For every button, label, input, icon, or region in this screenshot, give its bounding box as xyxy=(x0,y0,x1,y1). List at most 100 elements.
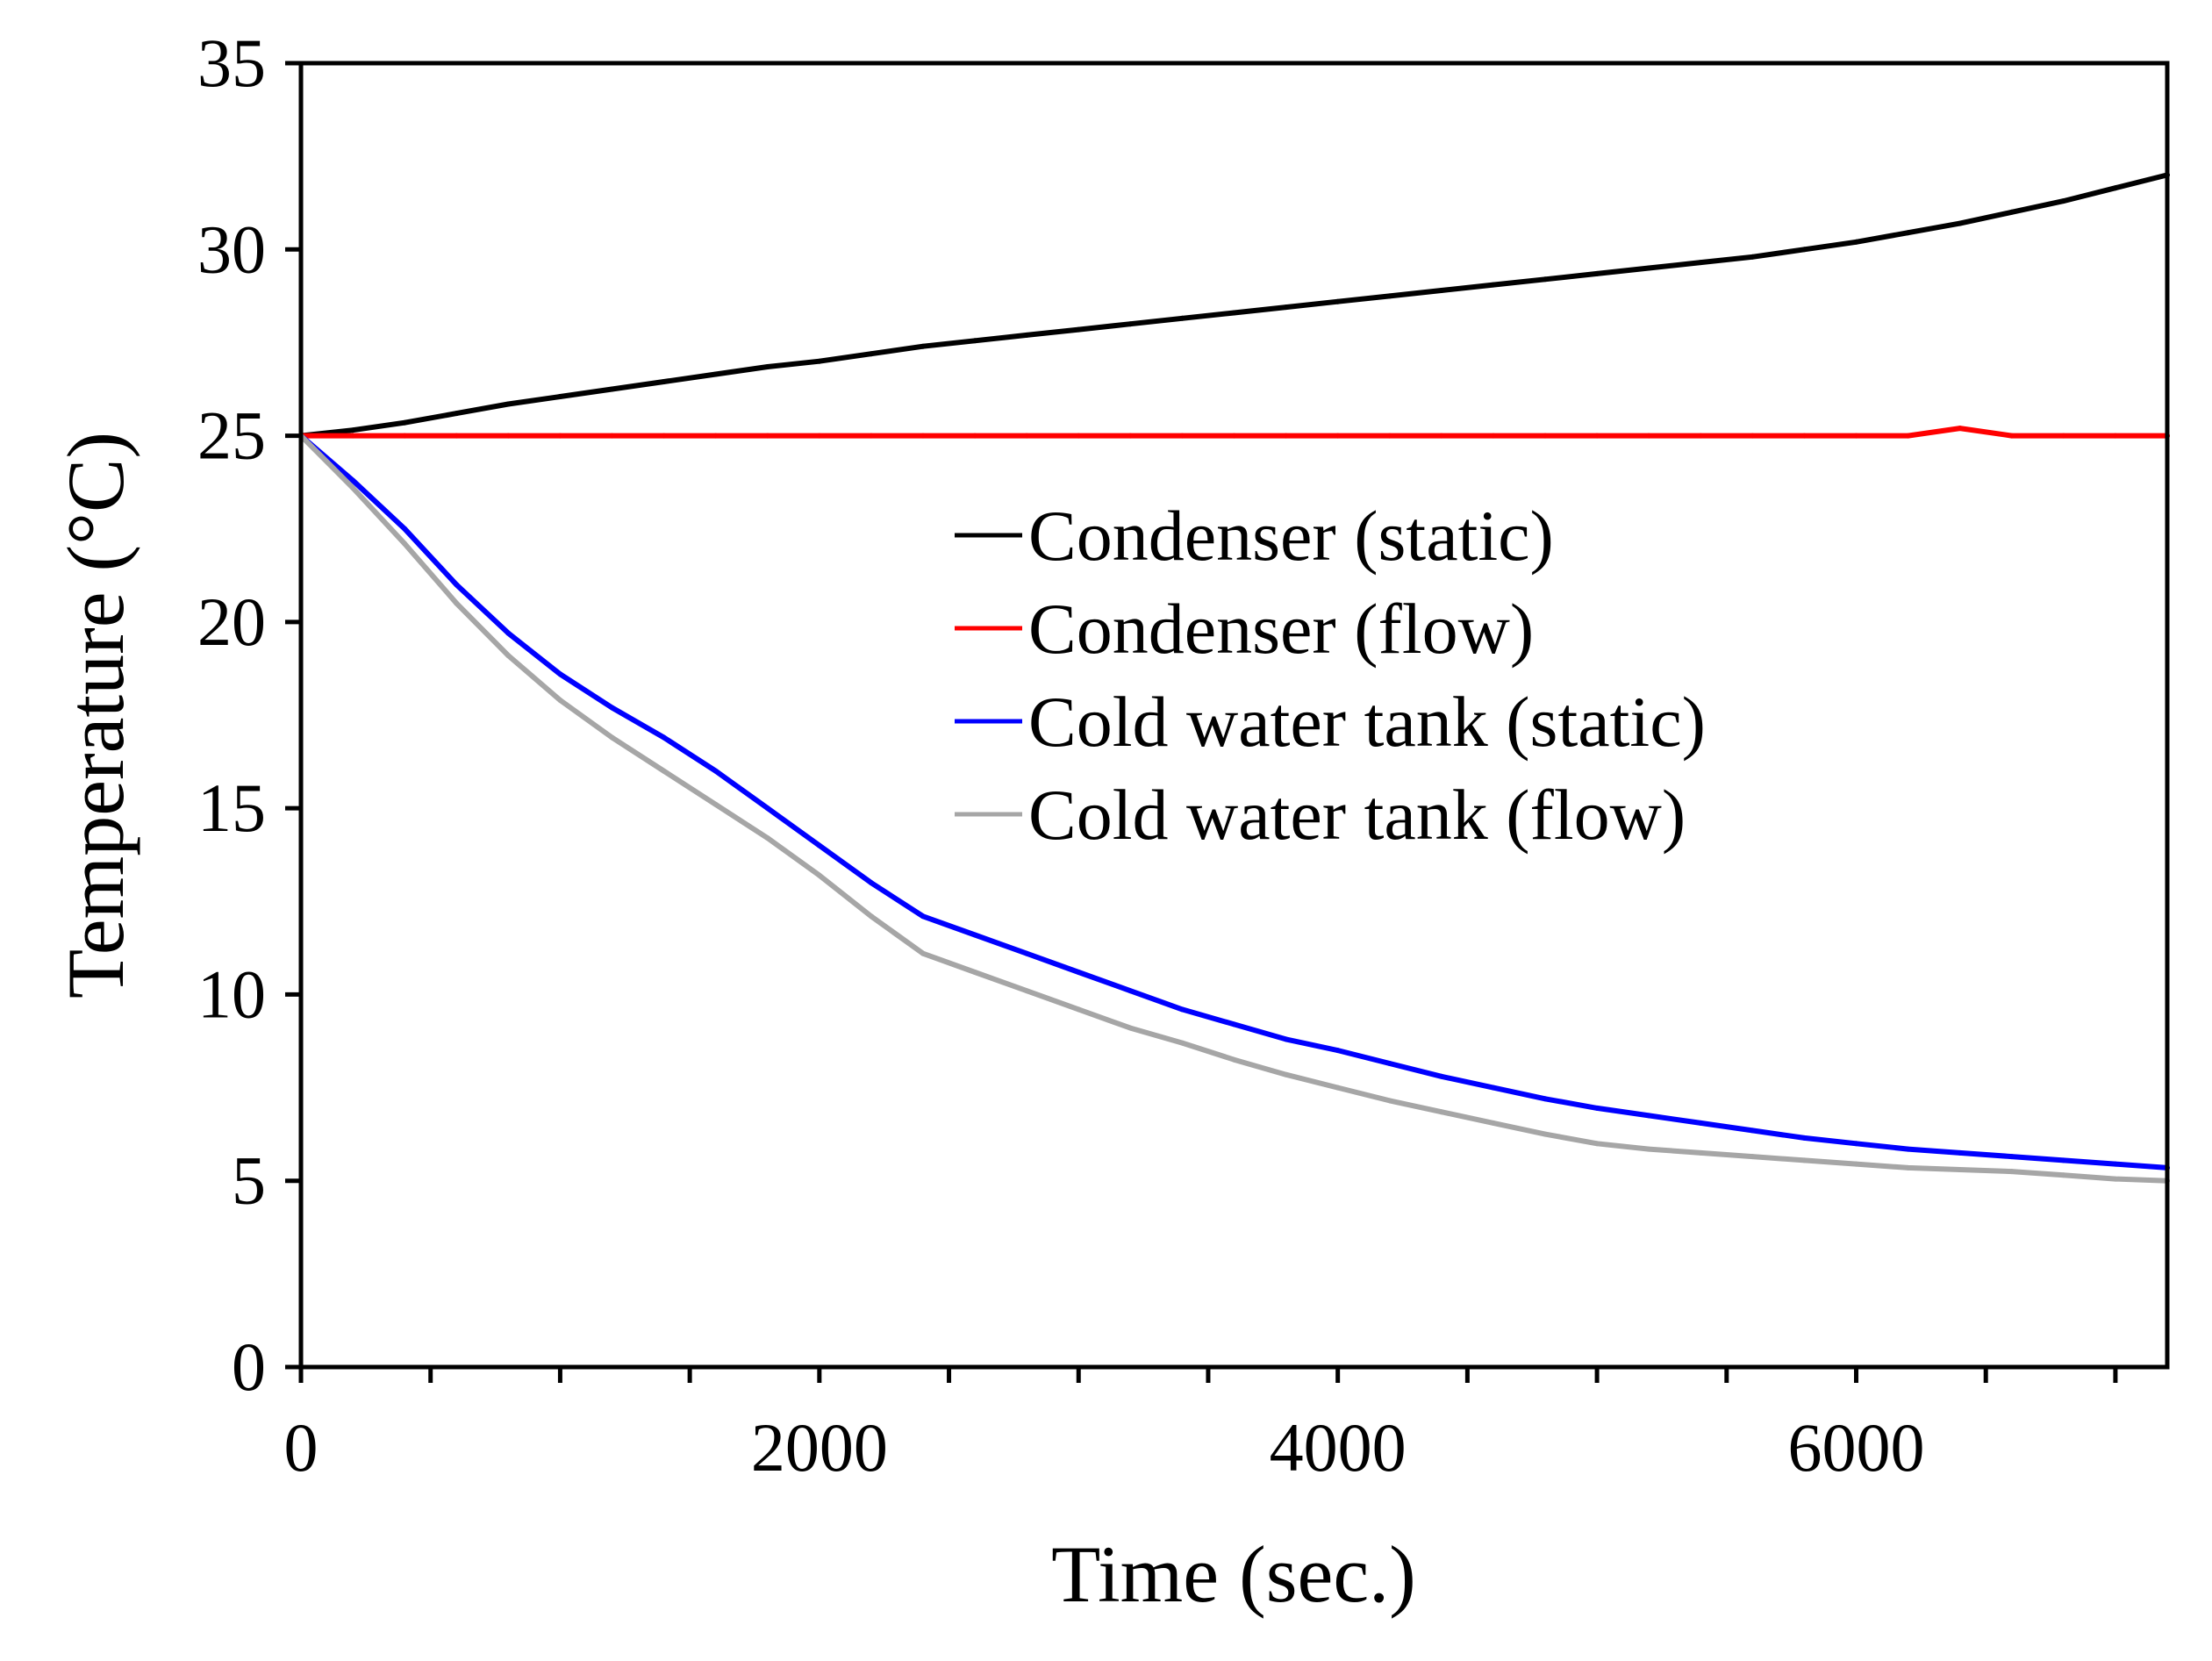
data-point-cold-water-tank-static-7000 xyxy=(2112,1161,2118,1167)
data-point-cold-water-tank-flow-2600 xyxy=(972,970,978,975)
data-point-condenser-static-3800 xyxy=(1283,304,1289,311)
data-point-cold-water-tank-flow-600 xyxy=(454,600,460,606)
data-point-cold-water-tank-flow-6600 xyxy=(2008,1169,2015,1175)
data-point-cold-water-tank-flow-2200 xyxy=(868,913,874,920)
data-point-condenser-static-2200 xyxy=(868,351,874,357)
data-point-condenser-static-4200 xyxy=(1386,293,1392,299)
data-point-cold-water-tank-static-4800 xyxy=(1543,1096,1548,1102)
data-point-condenser-flow-5000 xyxy=(1594,433,1600,439)
x-tick-label-2000: 2000 xyxy=(751,1409,888,1486)
data-point-cold-water-tank-flow-3600 xyxy=(1231,1056,1237,1063)
data-point-cold-water-tank-flow-4400 xyxy=(1438,1109,1444,1115)
data-point-condenser-static-1800 xyxy=(764,364,770,369)
data-point-condenser-static-5200 xyxy=(1646,265,1652,271)
data-point-condenser-flow-2000 xyxy=(816,433,822,439)
data-point-condenser-flow-1200 xyxy=(609,433,615,439)
data-point-cold-water-tank-flow-1000 xyxy=(557,698,563,703)
data-point-condenser-static-400 xyxy=(402,419,408,426)
y-tick-label-25: 25 xyxy=(197,397,266,474)
data-point-cold-water-tank-static-2800 xyxy=(1024,950,1030,956)
data-point-cold-water-tank-static-2600 xyxy=(972,932,978,938)
data-point-condenser-static-3400 xyxy=(1179,315,1185,321)
data-point-cold-water-tank-static-3000 xyxy=(1076,970,1082,975)
data-point-cold-water-tank-flow-1200 xyxy=(609,734,615,741)
plot-frame xyxy=(298,61,2170,1370)
x-tick-label-6000: 6000 xyxy=(1788,1409,1925,1486)
data-point-cold-water-tank-flow-3000 xyxy=(1076,1006,1082,1013)
data-point-cold-water-tank-static-3400 xyxy=(1179,1006,1185,1013)
data-point-cold-water-tank-static-6600 xyxy=(2008,1154,2015,1160)
data-point-condenser-flow-5600 xyxy=(1750,433,1756,439)
y-tick-label-15: 15 xyxy=(197,770,266,846)
data-point-condenser-flow-3600 xyxy=(1231,433,1237,439)
data-point-condenser-flow-3800 xyxy=(1283,433,1289,439)
data-point-cold-water-tank-flow-2800 xyxy=(1024,988,1030,994)
data-point-condenser-static-6400 xyxy=(1957,220,1963,226)
data-point-cold-water-tank-flow-5000 xyxy=(1594,1141,1600,1147)
data-point-cold-water-tank-static-4000 xyxy=(1335,1048,1341,1054)
data-point-cold-water-tank-static-6200 xyxy=(1905,1146,1911,1152)
data-point-condenser-static-7000 xyxy=(2112,185,2118,191)
data-point-condenser-flow-1800 xyxy=(764,433,770,439)
data-point-cold-water-tank-static-600 xyxy=(454,582,460,588)
data-point-condenser-static-4600 xyxy=(1490,282,1496,288)
data-point-condenser-flow-2800 xyxy=(1024,433,1030,439)
data-point-cold-water-tank-static-5600 xyxy=(1750,1128,1756,1134)
data-point-condenser-flow-800 xyxy=(505,433,512,439)
x-tick-label-4000: 4000 xyxy=(1270,1409,1407,1486)
data-point-condenser-flow-6800 xyxy=(2060,433,2066,439)
x-axis-title: Time (sec.) xyxy=(1051,1529,1416,1619)
data-point-condenser-flow-3200 xyxy=(1127,433,1134,439)
data-point-cold-water-tank-flow-3800 xyxy=(1283,1071,1289,1078)
data-point-condenser-static-4400 xyxy=(1438,288,1444,293)
x-tick-label-0: 0 xyxy=(284,1409,319,1486)
data-point-condenser-static-1600 xyxy=(712,371,719,377)
data-point-condenser-static-1400 xyxy=(661,379,667,384)
data-point-condenser-static-3000 xyxy=(1076,326,1082,333)
data-point-condenser-flow-400 xyxy=(402,433,408,439)
data-point-cold-water-tank-static-3200 xyxy=(1127,988,1134,994)
data-point-cold-water-tank-flow-6800 xyxy=(2060,1172,2066,1178)
data-point-condenser-flow-1600 xyxy=(712,433,719,439)
data-point-condenser-static-2600 xyxy=(972,338,978,344)
data-point-cold-water-tank-flow-1600 xyxy=(712,801,719,807)
data-point-cold-water-tank-static-2400 xyxy=(920,913,926,920)
data-point-cold-water-tank-flow-1400 xyxy=(661,768,667,774)
data-point-cold-water-tank-flow-1800 xyxy=(764,835,770,841)
data-point-cold-water-tank-flow-6000 xyxy=(1853,1161,1859,1167)
data-point-cold-water-tank-flow-2400 xyxy=(920,950,926,956)
data-point-condenser-flow-2600 xyxy=(972,433,978,439)
data-point-cold-water-tank-flow-5600 xyxy=(1750,1154,1756,1160)
data-point-cold-water-tank-static-6000 xyxy=(1853,1141,1859,1147)
data-point-cold-water-tank-static-1200 xyxy=(609,705,615,711)
data-point-cold-water-tank-static-1600 xyxy=(712,768,719,774)
y-tick-label-30: 30 xyxy=(197,211,266,287)
axes-layer xyxy=(298,61,2170,1370)
data-point-condenser-flow-7000 xyxy=(2112,433,2118,439)
data-point-condenser-flow-600 xyxy=(454,433,460,439)
y-tick-label-5: 5 xyxy=(232,1142,266,1219)
data-point-condenser-flow-6400 xyxy=(1957,426,1963,432)
data-point-cold-water-tank-static-5000 xyxy=(1594,1105,1600,1111)
data-point-condenser-static-4800 xyxy=(1543,276,1548,283)
data-point-condenser-flow-5800 xyxy=(1801,433,1808,439)
data-point-cold-water-tank-static-800 xyxy=(505,630,512,636)
data-point-cold-water-tank-flow-800 xyxy=(505,653,512,659)
data-point-condenser-static-6600 xyxy=(2008,209,2015,215)
data-point-condenser-static-6000 xyxy=(1853,239,1859,245)
data-point-cold-water-tank-static-2000 xyxy=(816,842,822,848)
data-point-condenser-static-3200 xyxy=(1127,321,1134,327)
data-point-condenser-static-3600 xyxy=(1231,310,1237,316)
data-point-cold-water-tank-flow-6200 xyxy=(1905,1164,1911,1171)
data-point-condenser-flow-5400 xyxy=(1698,433,1704,439)
data-point-cold-water-tank-flow-3400 xyxy=(1179,1040,1185,1046)
data-point-cold-water-tank-flow-4800 xyxy=(1543,1131,1548,1137)
data-point-condenser-flow-6000 xyxy=(1853,433,1859,439)
y-tick-label-10: 10 xyxy=(197,956,266,1032)
data-point-condenser-flow-1000 xyxy=(557,433,563,439)
data-point-cold-water-tank-static-5400 xyxy=(1698,1120,1704,1126)
data-point-cold-water-tank-static-1800 xyxy=(764,805,770,812)
data-point-cold-water-tank-static-5800 xyxy=(1801,1135,1808,1141)
data-point-condenser-static-200 xyxy=(350,427,356,433)
